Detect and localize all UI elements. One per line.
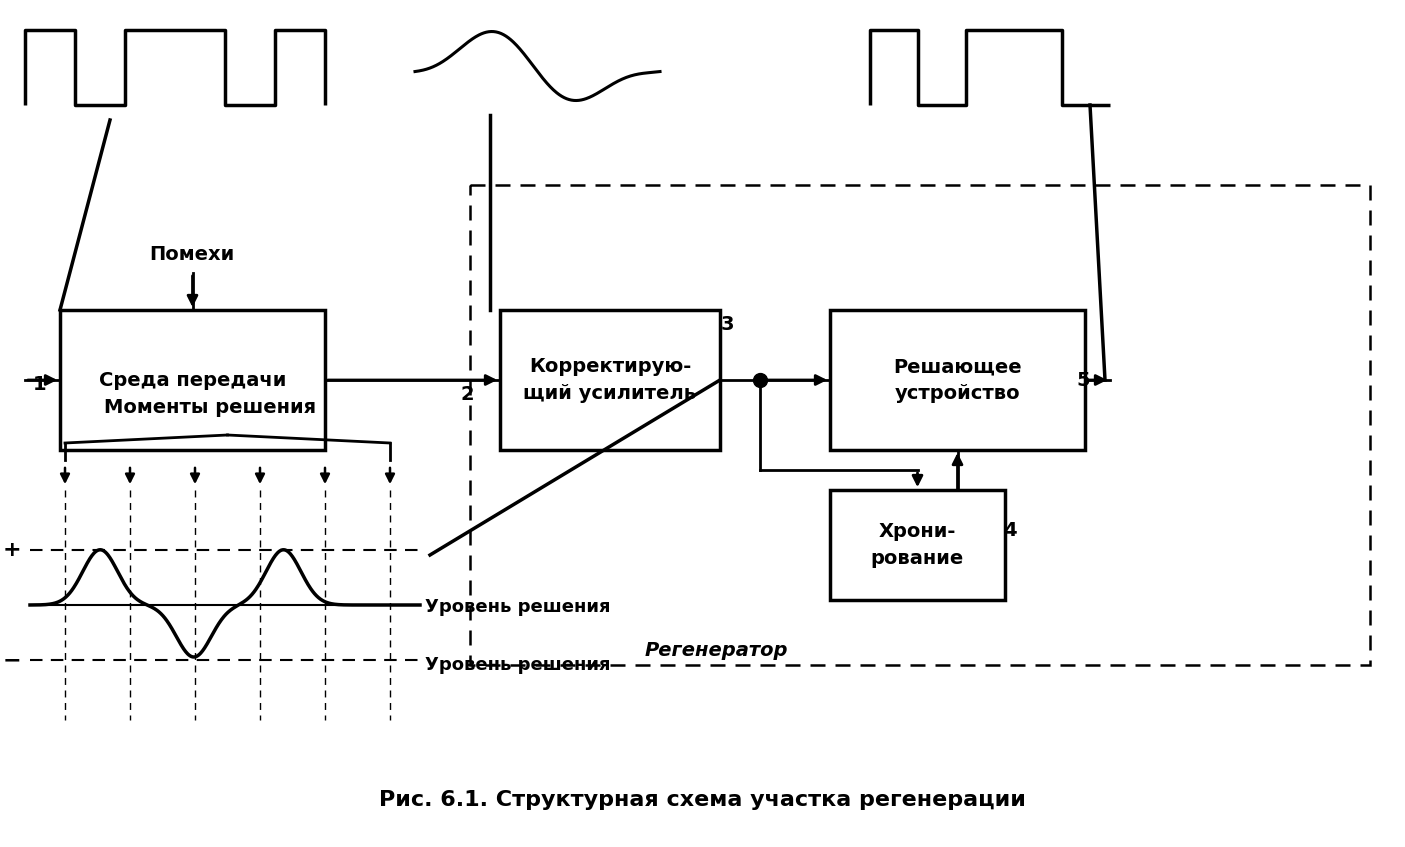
Text: Регенератор: Регенератор (645, 640, 788, 660)
Text: −: − (3, 650, 21, 670)
Text: Среда передачи: Среда передачи (98, 370, 287, 390)
FancyBboxPatch shape (60, 310, 325, 450)
Text: 3: 3 (721, 315, 733, 335)
Text: 4: 4 (1003, 521, 1017, 540)
Text: 1: 1 (34, 375, 46, 395)
Text: Уровень решения: Уровень решения (424, 598, 611, 616)
Text: Хрони-
рование: Хрони- рование (871, 523, 964, 567)
Text: 2: 2 (461, 385, 473, 405)
FancyBboxPatch shape (830, 490, 1005, 600)
FancyBboxPatch shape (830, 310, 1085, 450)
Text: Помехи: Помехи (149, 246, 235, 264)
Text: Рис. 6.1. Структурная схема участка регенерации: Рис. 6.1. Структурная схема участка реге… (379, 790, 1026, 810)
Text: 5: 5 (1076, 370, 1090, 390)
Text: Моменты решения: Моменты решения (104, 398, 316, 417)
Text: Решающее
устройство: Решающее устройство (894, 357, 1021, 403)
Text: +: + (3, 540, 21, 560)
Text: Корректирую-
щий усилитель: Корректирую- щий усилитель (524, 357, 697, 403)
FancyBboxPatch shape (500, 310, 719, 450)
Text: Уровень решения: Уровень решения (424, 656, 611, 674)
